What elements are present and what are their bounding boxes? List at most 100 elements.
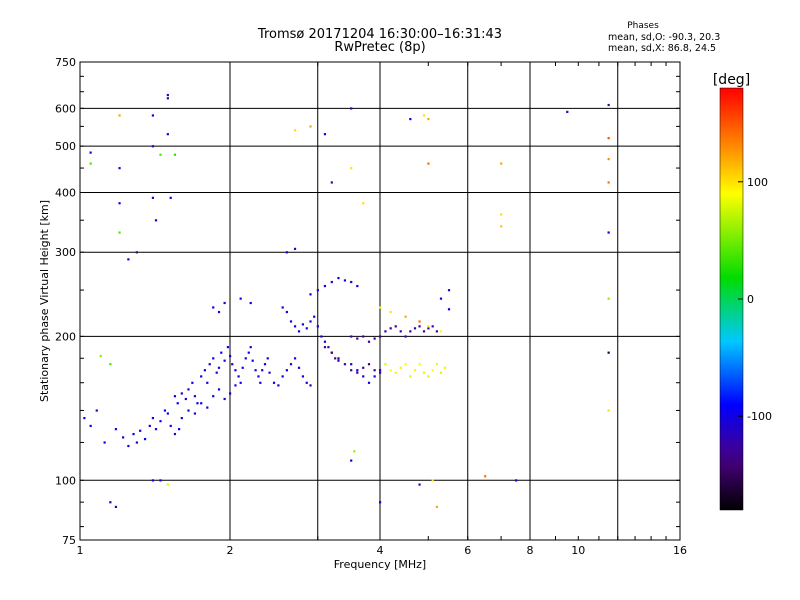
data-point <box>83 416 86 420</box>
data-point <box>151 145 155 148</box>
data-point <box>193 395 197 398</box>
data-point <box>169 424 172 428</box>
x-axis-label: Frequency [MHz] <box>334 558 426 571</box>
data-point <box>607 409 610 412</box>
data-point <box>191 381 194 384</box>
data-point <box>607 297 610 300</box>
data-point <box>254 369 257 372</box>
data-point <box>379 371 382 374</box>
data-point <box>281 375 284 378</box>
data-point <box>409 330 412 333</box>
data-point <box>435 330 438 333</box>
data-point <box>373 375 376 378</box>
data-point <box>379 306 382 309</box>
data-point <box>285 310 288 314</box>
data-point <box>180 416 183 420</box>
data-point <box>607 181 610 184</box>
data-point <box>362 202 365 205</box>
data-point <box>500 162 503 165</box>
data-point <box>607 158 610 161</box>
y-tick-label: 500 <box>55 140 76 153</box>
data-point <box>384 363 387 366</box>
data-point <box>212 306 215 309</box>
data-point <box>266 357 269 360</box>
data-point <box>484 475 487 478</box>
data-point <box>151 479 155 482</box>
data-point <box>309 293 312 296</box>
data-point <box>261 369 264 372</box>
data-point <box>404 363 407 366</box>
data-point <box>293 325 297 328</box>
data-point <box>118 202 121 205</box>
data-point <box>163 409 167 412</box>
data-point <box>316 289 319 292</box>
data-point <box>249 346 252 349</box>
x-tick-label: 10 <box>571 544 585 557</box>
data-point <box>362 375 365 378</box>
data-point <box>323 284 327 288</box>
data-point <box>151 416 155 420</box>
data-point <box>229 392 232 395</box>
data-point <box>389 327 392 330</box>
y-axis-label: Stationary phase Virtual Height [km] <box>38 200 51 402</box>
data-point <box>173 395 177 398</box>
data-point <box>427 117 430 121</box>
y-tick-label: 200 <box>55 330 76 343</box>
data-point <box>166 483 169 486</box>
data-point <box>447 289 451 292</box>
data-point <box>118 167 121 170</box>
data-point <box>297 330 301 333</box>
data-point <box>337 357 340 360</box>
data-point <box>114 505 118 509</box>
data-point <box>389 310 392 314</box>
data-point <box>313 315 316 318</box>
data-point <box>399 330 402 333</box>
data-point <box>103 441 106 444</box>
chart-title: Tromsø 20171204 16:30:00–16:31:43 <box>257 27 503 42</box>
data-point <box>118 114 121 117</box>
data-point <box>263 363 267 366</box>
data-point <box>566 110 569 114</box>
colorbar-label: [deg] <box>713 72 750 88</box>
data-point <box>154 428 158 431</box>
y-tick-label: 75 <box>62 534 76 547</box>
data-point <box>418 483 421 486</box>
data-point <box>379 335 382 338</box>
data-point <box>413 327 417 330</box>
data-point <box>208 363 211 366</box>
data-point <box>223 301 226 305</box>
chart-subtitle: RwPretec (8p) <box>334 40 426 55</box>
data-point <box>350 167 353 170</box>
data-point <box>135 251 138 254</box>
data-point <box>281 306 284 309</box>
data-point <box>439 297 443 300</box>
data-point <box>418 320 421 323</box>
data-point <box>127 444 130 448</box>
data-point <box>356 369 359 372</box>
data-point <box>220 351 223 354</box>
data-points <box>83 93 610 509</box>
data-point <box>135 441 138 444</box>
data-point <box>431 479 434 482</box>
data-point <box>226 346 230 349</box>
y-tick-label: 300 <box>55 246 76 259</box>
data-point <box>239 381 242 384</box>
data-point <box>234 369 237 372</box>
data-point <box>217 366 221 369</box>
data-point <box>122 436 125 439</box>
data-point <box>500 225 503 228</box>
data-point <box>343 363 347 366</box>
data-point <box>259 381 262 384</box>
data-point <box>118 231 121 234</box>
data-point <box>277 384 280 387</box>
data-point <box>151 114 155 117</box>
data-point <box>309 320 312 323</box>
data-point <box>180 392 183 395</box>
data-point <box>249 301 252 305</box>
data-point <box>350 107 353 110</box>
data-point <box>184 397 187 401</box>
data-point <box>217 310 221 314</box>
data-point <box>285 251 288 254</box>
data-point <box>272 381 276 384</box>
